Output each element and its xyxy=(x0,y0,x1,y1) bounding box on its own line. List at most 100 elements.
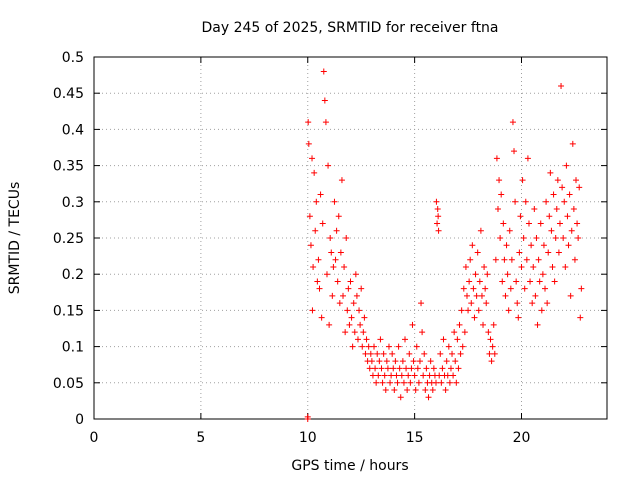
data-point xyxy=(413,343,420,350)
data-point xyxy=(491,350,498,357)
y-tick-label: 0.15 xyxy=(53,303,84,319)
data-point xyxy=(486,350,493,357)
data-point xyxy=(547,169,554,176)
data-point xyxy=(480,321,487,328)
data-point xyxy=(574,220,581,227)
data-point xyxy=(461,329,468,336)
data-point xyxy=(305,140,312,147)
data-point xyxy=(516,249,523,256)
data-point xyxy=(466,278,473,285)
data-point xyxy=(489,343,496,350)
y-tick-label: 0.4 xyxy=(62,122,84,138)
data-point xyxy=(347,278,354,285)
data-point xyxy=(319,220,326,227)
y-tick-label: 0.2 xyxy=(62,267,84,283)
data-point xyxy=(456,321,463,328)
data-point xyxy=(554,177,561,184)
data-point xyxy=(566,191,573,198)
data-point xyxy=(430,365,437,372)
data-point xyxy=(443,358,450,365)
data-point xyxy=(548,227,555,234)
data-point xyxy=(349,343,356,350)
data-point xyxy=(468,300,475,307)
data-point xyxy=(390,365,397,372)
data-point xyxy=(571,256,578,263)
data-point xyxy=(521,285,528,292)
y-tick-label: 0.35 xyxy=(53,159,84,175)
data-point xyxy=(397,394,404,401)
data-point xyxy=(341,263,348,270)
y-tick-label: 0.1 xyxy=(62,340,84,356)
x-tick-label: 10 xyxy=(299,430,317,446)
data-point xyxy=(513,278,520,285)
data-point xyxy=(560,235,567,241)
data-point xyxy=(353,292,360,299)
data-point xyxy=(539,271,546,278)
data-point xyxy=(533,235,540,241)
data-point xyxy=(316,285,323,292)
data-point xyxy=(367,350,374,357)
data-point xyxy=(476,278,483,285)
data-point xyxy=(559,184,566,191)
data-point xyxy=(423,365,430,372)
data-point xyxy=(568,227,575,234)
data-point xyxy=(440,336,447,343)
data-point xyxy=(511,148,518,155)
data-point xyxy=(336,300,343,307)
data-point xyxy=(306,213,313,220)
data-point xyxy=(531,206,538,213)
data-point xyxy=(434,206,441,213)
data-point xyxy=(429,387,436,394)
data-point xyxy=(375,372,382,379)
data-point xyxy=(345,285,352,292)
data-point xyxy=(454,336,461,343)
data-point xyxy=(534,321,541,328)
data-point xyxy=(471,314,478,321)
data-point xyxy=(470,285,477,292)
data-point xyxy=(418,300,425,307)
data-point xyxy=(338,177,345,184)
data-point xyxy=(356,307,363,314)
data-point xyxy=(329,292,336,299)
data-point xyxy=(379,379,386,386)
y-tick-label: 0.25 xyxy=(53,231,84,247)
data-point xyxy=(550,191,557,198)
data-point xyxy=(377,336,384,343)
data-point xyxy=(457,350,464,357)
data-point xyxy=(411,372,418,379)
data-point xyxy=(562,263,569,270)
data-points xyxy=(304,68,585,422)
data-point xyxy=(529,300,536,307)
data-point xyxy=(323,271,330,278)
data-point xyxy=(313,198,320,205)
data-point xyxy=(388,372,395,379)
data-point xyxy=(435,227,442,234)
data-point xyxy=(544,300,551,307)
x-tick-label: 15 xyxy=(406,430,424,446)
data-point xyxy=(314,278,321,285)
data-point xyxy=(362,350,369,357)
data-point xyxy=(504,271,511,278)
data-point xyxy=(475,307,482,314)
data-point xyxy=(334,278,341,285)
data-point xyxy=(327,235,334,241)
data-point xyxy=(350,300,357,307)
data-point xyxy=(320,68,327,75)
data-point xyxy=(465,307,472,314)
data-point xyxy=(446,379,453,386)
data-point xyxy=(493,155,500,162)
y-axis-ticks: 0 0.05 0.1 0.15 0.2 0.25 0.3 0.35 0.4 0.45 0.5 xyxy=(53,50,607,428)
data-point xyxy=(436,372,443,379)
data-point xyxy=(524,155,531,162)
data-point xyxy=(450,372,457,379)
data-point xyxy=(477,227,484,234)
data-point xyxy=(555,249,562,256)
data-point xyxy=(518,263,525,270)
data-point xyxy=(553,206,560,213)
data-point xyxy=(498,191,505,198)
data-point xyxy=(512,198,519,205)
data-point xyxy=(567,292,574,299)
x-axis-ticks: 0 5 10 15 20 xyxy=(90,57,530,446)
data-point xyxy=(538,307,545,314)
data-point xyxy=(442,387,449,394)
